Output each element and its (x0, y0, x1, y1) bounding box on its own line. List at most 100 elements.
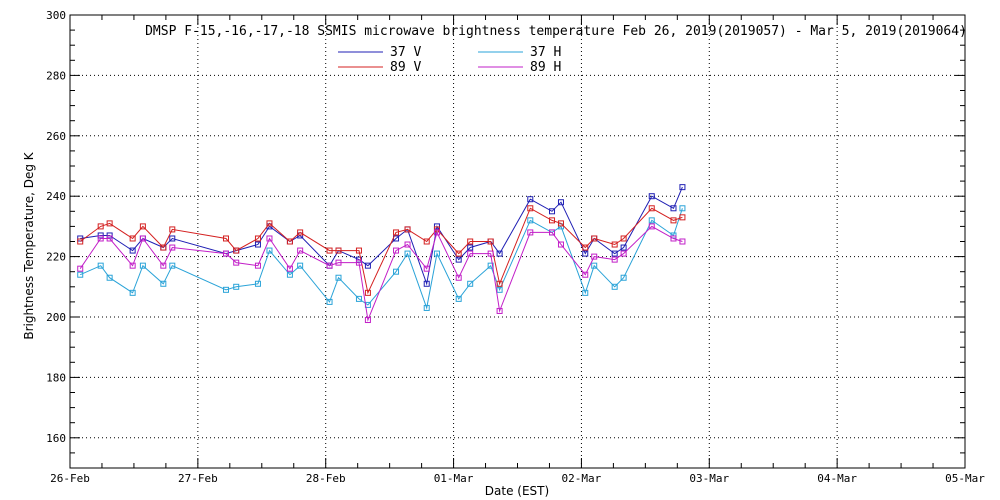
data-point-89-v (129, 235, 136, 242)
data-point-37-h (326, 298, 333, 305)
data-point-37-h (97, 262, 104, 269)
data-point-37-v (423, 280, 430, 287)
data-point-89-h (679, 238, 686, 245)
series-line-37-v (80, 186, 683, 286)
data-point-37-h (169, 262, 176, 269)
data-point-37-h (129, 289, 136, 296)
data-point-89-v (233, 247, 240, 254)
y-tick-label: 240 (46, 190, 66, 203)
data-point-89-v (335, 247, 342, 254)
data-point-89-v (679, 214, 686, 221)
data-point-37-h (648, 217, 655, 224)
data-point-37-h (527, 217, 534, 224)
data-point-89-v (611, 241, 618, 248)
data-point-89-v (106, 220, 113, 227)
data-point-89-h (297, 247, 304, 254)
data-point-89-v (326, 247, 333, 254)
data-point-37-v (611, 250, 618, 257)
data-point-89-h (129, 262, 136, 269)
data-point-89-v (620, 235, 627, 242)
series-line-37-h (79, 208, 683, 310)
data-point-89-h (549, 229, 556, 236)
data-point-37-v (620, 244, 627, 251)
legend-label-37-v: 37 V (390, 45, 421, 60)
data-point-89-h (286, 265, 293, 272)
data-point-89-v (393, 229, 400, 236)
data-point-89-v (455, 250, 462, 257)
data-point-37-v (455, 256, 462, 263)
data-point-89-h (557, 241, 564, 248)
data-point-89-v (286, 238, 293, 245)
data-point-89-v (139, 223, 146, 230)
data-point-37-h (77, 271, 84, 278)
data-point-89-h (355, 259, 362, 266)
data-point-89-v (582, 244, 589, 251)
x-tick-label: 03-Mar (689, 472, 729, 485)
y-tick-label: 280 (46, 69, 66, 82)
data-point-37-h (679, 205, 686, 212)
data-point-89-v (169, 226, 176, 233)
data-point-37-h (611, 283, 618, 290)
axis-ticks (69, 14, 966, 469)
data-point-89-v (557, 220, 564, 227)
data-point-37-h (297, 262, 304, 269)
data-point-89-v (591, 235, 598, 242)
data-point-89-v (222, 235, 229, 242)
data-point-89-v (496, 280, 503, 287)
data-point-89-h (591, 253, 598, 260)
x-tick-label: 27-Feb (178, 472, 218, 485)
data-point-37-h (139, 262, 146, 269)
data-point-89-v (670, 217, 677, 224)
data-point-37-v (679, 184, 686, 191)
data-point-89-v (364, 289, 371, 296)
x-tick-label: 02-Mar (562, 472, 602, 485)
data-point-89-v (77, 238, 84, 245)
data-point-37-v (254, 241, 261, 248)
data-point-89-h (648, 223, 655, 230)
data-point-89-v (648, 205, 655, 212)
data-point-37-v (670, 205, 677, 212)
data-point-37-h (393, 268, 400, 275)
data-point-37-h (160, 280, 167, 287)
data-point-89-v (404, 226, 411, 233)
data-point-89-h (77, 265, 84, 272)
data-point-37-h (433, 250, 440, 257)
y-axis-title: Brightness Temperature, Deg K (22, 151, 36, 339)
y-tick-label: 200 (46, 311, 66, 324)
data-point-89-h (326, 262, 333, 269)
data-point-37-v (557, 199, 564, 206)
data-point-37-v (582, 250, 589, 257)
x-tick-label: 28-Feb (306, 472, 346, 485)
data-point-37-v (648, 193, 655, 200)
data-point-37-h (582, 289, 589, 296)
data-point-89-h (433, 229, 440, 236)
data-point-37-h (233, 283, 240, 290)
data-point-89-h (222, 250, 229, 257)
series-line-89-h (79, 225, 683, 322)
legend-label-89-v: 89 V (390, 60, 421, 75)
data-point-89-v (549, 217, 556, 224)
data-point-37-h (620, 274, 627, 281)
data-point-89-h (496, 307, 503, 314)
legend-label-37-h: 37 H (530, 45, 561, 60)
data-point-37-v (467, 244, 474, 251)
data-point-37-h (355, 295, 362, 302)
data-point-37-h (106, 274, 113, 281)
data-point-89-h (455, 274, 462, 281)
x-tick-label: 04-Mar (817, 472, 857, 485)
grid (70, 15, 965, 468)
y-tick-label: 260 (46, 130, 66, 143)
data-point-37-v (549, 208, 556, 215)
data-point-89-v (527, 205, 534, 212)
data-point-37-v (496, 250, 503, 257)
data-point-37-v (169, 235, 176, 242)
series-89-v (77, 205, 686, 296)
data-point-89-h (393, 247, 400, 254)
series-89-h (77, 223, 686, 324)
data-point-89-v (160, 244, 167, 251)
y-tick-label: 300 (46, 9, 66, 22)
series-layer (77, 184, 686, 324)
y-tick-label: 220 (46, 251, 66, 264)
y-tick-label: 180 (46, 371, 66, 384)
